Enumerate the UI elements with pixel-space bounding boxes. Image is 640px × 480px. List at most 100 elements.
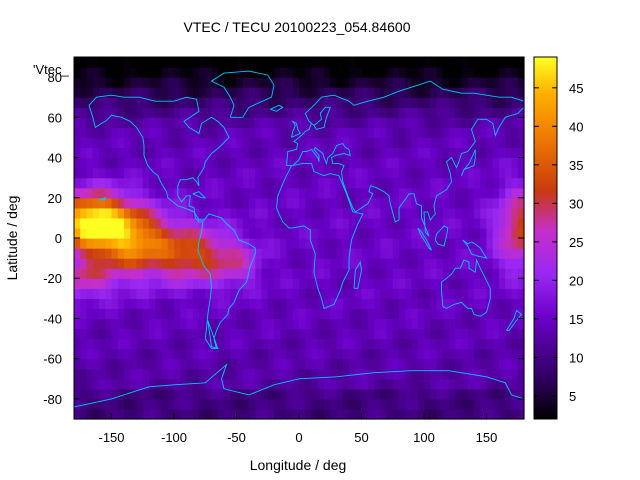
heatmap-cell [236, 97, 244, 108]
heatmap-cell [217, 217, 225, 229]
heatmap-cell [505, 127, 513, 139]
heatmap-cell [236, 217, 244, 229]
heatmap-cell [99, 328, 106, 340]
heatmap-cell [405, 137, 413, 149]
heatmap-cell [455, 408, 463, 420]
heatmap-cell [205, 398, 213, 410]
heatmap-cell [442, 288, 450, 299]
heatmap-cell [380, 57, 388, 68]
heatmap-cell [511, 97, 519, 108]
heatmap-cell [511, 408, 519, 420]
heatmap-cell [180, 408, 188, 420]
heatmap-cell [142, 127, 150, 139]
heatmap-cell [155, 388, 163, 400]
heatmap-cell [274, 207, 281, 219]
heatmap-cell [336, 197, 344, 209]
heatmap-cell [267, 177, 275, 189]
heatmap-cell [480, 258, 488, 269]
heatmap-cell [299, 227, 306, 239]
heatmap-cell [280, 318, 288, 330]
heatmap-cell [392, 177, 400, 189]
heatmap-cell [80, 308, 88, 320]
heatmap-cell [486, 248, 494, 259]
heatmap-cell [255, 177, 263, 189]
heatmap-cell [149, 147, 156, 159]
heatmap-cell [161, 388, 169, 400]
heatmap-cell [467, 348, 475, 360]
heatmap-cell [374, 348, 381, 360]
heatmap-cell [355, 87, 363, 98]
heatmap-cell [392, 157, 400, 169]
heatmap-cell [411, 268, 419, 279]
heatmap-cell [174, 167, 181, 179]
heatmap-cell [167, 388, 175, 400]
heatmap-cell [155, 187, 163, 199]
heatmap-cell [424, 358, 431, 370]
heatmap-cell [117, 278, 125, 289]
heatmap-cell [499, 278, 506, 289]
heatmap-cell [474, 288, 481, 299]
heatmap-cell [330, 57, 338, 68]
heatmap-cell [217, 57, 225, 68]
heatmap-cell [361, 358, 369, 370]
coastline [462, 239, 488, 259]
heatmap-cell [80, 348, 88, 360]
heatmap-cell [436, 248, 444, 259]
heatmap-cell [449, 378, 456, 390]
heatmap-cell [142, 117, 150, 128]
heatmap-cell [142, 137, 150, 149]
heatmap-cell [342, 388, 350, 400]
heatmap-cell [342, 258, 350, 269]
heatmap-cell [136, 318, 144, 330]
heatmap-cell [92, 388, 100, 400]
heatmap-cell [117, 408, 125, 420]
heatmap-cell [336, 378, 344, 390]
heatmap-cell [236, 157, 244, 169]
heatmap-cell [180, 197, 188, 209]
heatmap-cell [411, 137, 419, 149]
heatmap-cell [261, 388, 269, 400]
heatmap-cell [180, 217, 188, 229]
heatmap-cell [249, 278, 256, 289]
heatmap-cell [292, 67, 300, 78]
heatmap-cell [455, 278, 463, 289]
heatmap-cell [105, 107, 113, 118]
heatmap-cell [280, 348, 288, 360]
heatmap-cell [180, 177, 188, 189]
heatmap-cell [342, 217, 350, 229]
heatmap-cell [342, 67, 350, 78]
heatmap-cell [136, 398, 144, 410]
heatmap-cell [492, 117, 500, 128]
heatmap-cell [274, 388, 281, 400]
heatmap-cell [192, 87, 200, 98]
heatmap-cell [517, 298, 525, 309]
heatmap-cell [405, 217, 413, 229]
heatmap-cell [305, 328, 313, 340]
heatmap-cell [349, 248, 356, 259]
heatmap-cell [136, 358, 144, 370]
heatmap-cell [161, 378, 169, 390]
heatmap-cell [492, 157, 500, 169]
heatmap-cell [142, 298, 150, 309]
heatmap-cell [130, 258, 138, 269]
heatmap-cell [330, 398, 338, 410]
heatmap-cell [517, 318, 525, 330]
heatmap-cell [342, 248, 350, 259]
heatmap-cell [211, 97, 219, 108]
heatmap-cell [205, 87, 213, 98]
heatmap-cell [511, 127, 519, 139]
heatmap-cell [424, 258, 431, 269]
heatmap-cell [242, 318, 250, 330]
heatmap-cell [74, 288, 81, 299]
heatmap-cell [324, 157, 331, 169]
heatmap-cell [124, 217, 131, 229]
heatmap-cell [261, 187, 269, 199]
heatmap-cell [155, 67, 163, 78]
colorbar-tick-label: 20 [569, 273, 583, 288]
heatmap-cell [480, 388, 488, 400]
heatmap-cell [374, 77, 381, 88]
heatmap-cell [217, 368, 225, 380]
heatmap-cell [455, 358, 463, 370]
heatmap-cell [267, 338, 275, 350]
heatmap-cell [467, 298, 475, 309]
